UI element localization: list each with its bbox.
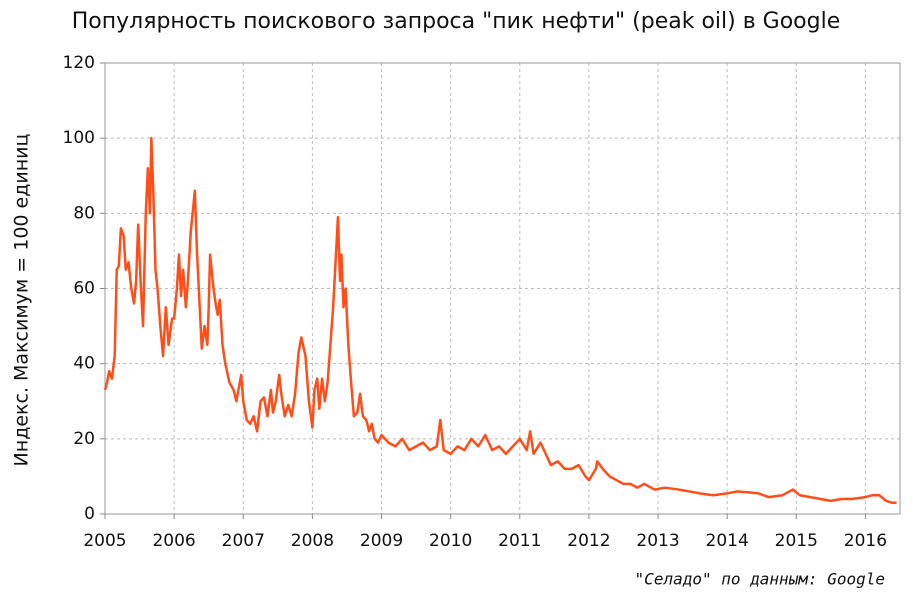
y-tick-label: 20 bbox=[73, 429, 95, 449]
x-tick-label: 2013 bbox=[636, 531, 679, 551]
y-tick-label: 100 bbox=[63, 128, 95, 148]
x-tick-label: 2011 bbox=[498, 531, 541, 551]
x-tick-label: 2012 bbox=[567, 531, 610, 551]
y-tick-label: 60 bbox=[73, 279, 95, 299]
x-tick-label: 2005 bbox=[83, 531, 126, 551]
x-tick-label: 2006 bbox=[152, 531, 195, 551]
x-tick-label: 2007 bbox=[222, 531, 265, 551]
chart-title: Популярность поискового запроса "пик неф… bbox=[72, 9, 841, 34]
x-tick-label: 2016 bbox=[844, 531, 887, 551]
x-tick-label: 2009 bbox=[360, 531, 403, 551]
x-tick-label: 2014 bbox=[706, 531, 749, 551]
x-tick-label: 2015 bbox=[775, 531, 818, 551]
y-tick-label: 0 bbox=[84, 504, 95, 524]
plot-frame bbox=[104, 62, 901, 515]
x-tick-label: 2008 bbox=[291, 531, 334, 551]
y-tick-label: 40 bbox=[73, 354, 95, 374]
y-tick-label: 120 bbox=[63, 53, 95, 73]
source-note: "Селадо" по данным: Google bbox=[635, 570, 885, 589]
y-axis-label: Индекс. Максимум = 100 единиц bbox=[11, 134, 33, 467]
data-line bbox=[103, 136, 897, 504]
y-tick-label: 80 bbox=[73, 203, 95, 223]
x-tick-label: 2010 bbox=[429, 531, 472, 551]
